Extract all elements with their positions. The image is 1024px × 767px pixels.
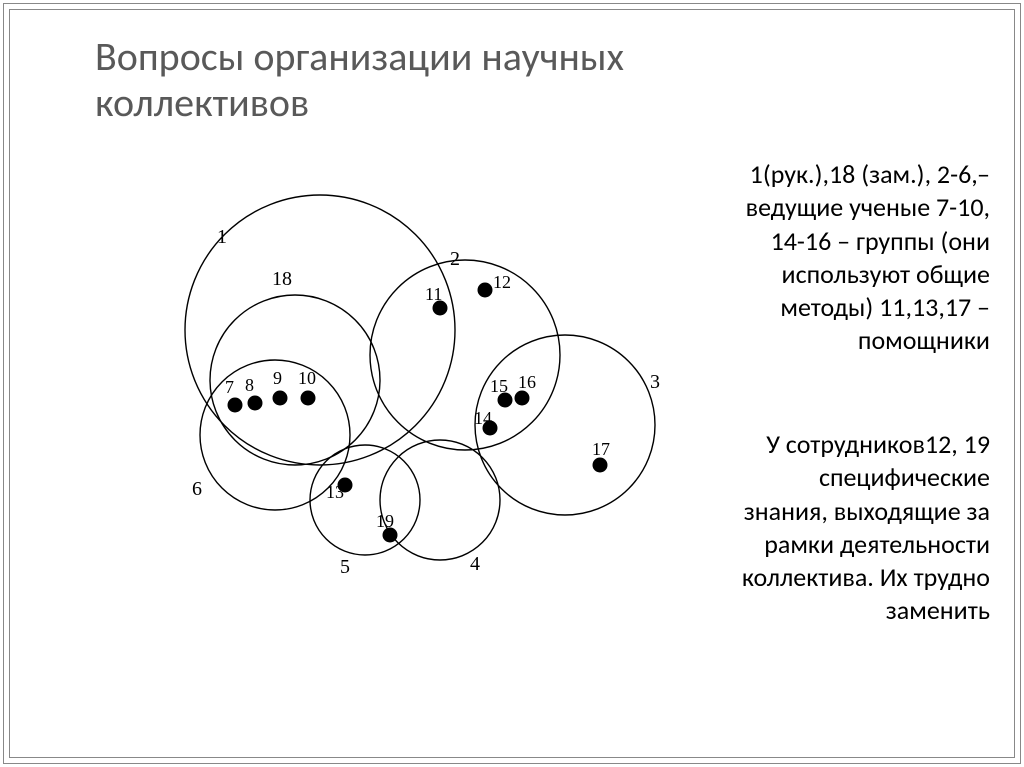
node-label-19: 19 (376, 511, 394, 531)
node-9 (273, 391, 288, 406)
node-label-11: 11 (425, 284, 442, 304)
circle-label-6: 6 (192, 478, 202, 500)
node-label-14: 14 (474, 408, 492, 428)
node-label-12: 12 (493, 272, 511, 292)
node-label-15: 15 (490, 376, 508, 396)
node-16 (515, 391, 530, 406)
circle-label-1: 1 (217, 226, 227, 248)
group-circle-c3 (475, 335, 655, 515)
circle-label-18: 18 (272, 268, 292, 290)
paragraph-2: У сотрудников12, 19 специфические знания… (740, 428, 990, 628)
diagram-dots (228, 283, 608, 543)
circle-label-3: 3 (650, 371, 660, 393)
node-8 (248, 396, 263, 411)
node-label-7: 7 (225, 377, 234, 397)
node-7 (228, 398, 243, 413)
circle-label-5: 5 (340, 556, 350, 578)
venn-diagram: 789 10 11 12 13 14 15 16 17 19 1 18 2 3 4 5 6 (70, 180, 710, 640)
slide-title: Вопросы организации научных коллективов (95, 34, 795, 126)
node-label-10: 10 (298, 368, 316, 388)
node-17 (593, 458, 608, 473)
node-12 (478, 283, 493, 298)
group-circle-c4 (380, 440, 500, 560)
group-circle-c2 (370, 260, 560, 450)
circle-label-4: 4 (470, 553, 480, 575)
circle-label-2: 2 (450, 248, 460, 270)
paragraph-1: 1(рук.),18 (зам.), 2-6,– ведущие ученые … (740, 158, 990, 358)
node-label-16: 16 (518, 372, 536, 392)
group-circle-c18 (210, 295, 380, 465)
node-label-17: 17 (592, 439, 610, 459)
node-10 (301, 391, 316, 406)
node-label-13: 13 (326, 482, 344, 502)
node-label-9: 9 (273, 368, 282, 388)
node-label-8: 8 (245, 375, 254, 395)
diagram-circles (185, 195, 655, 560)
